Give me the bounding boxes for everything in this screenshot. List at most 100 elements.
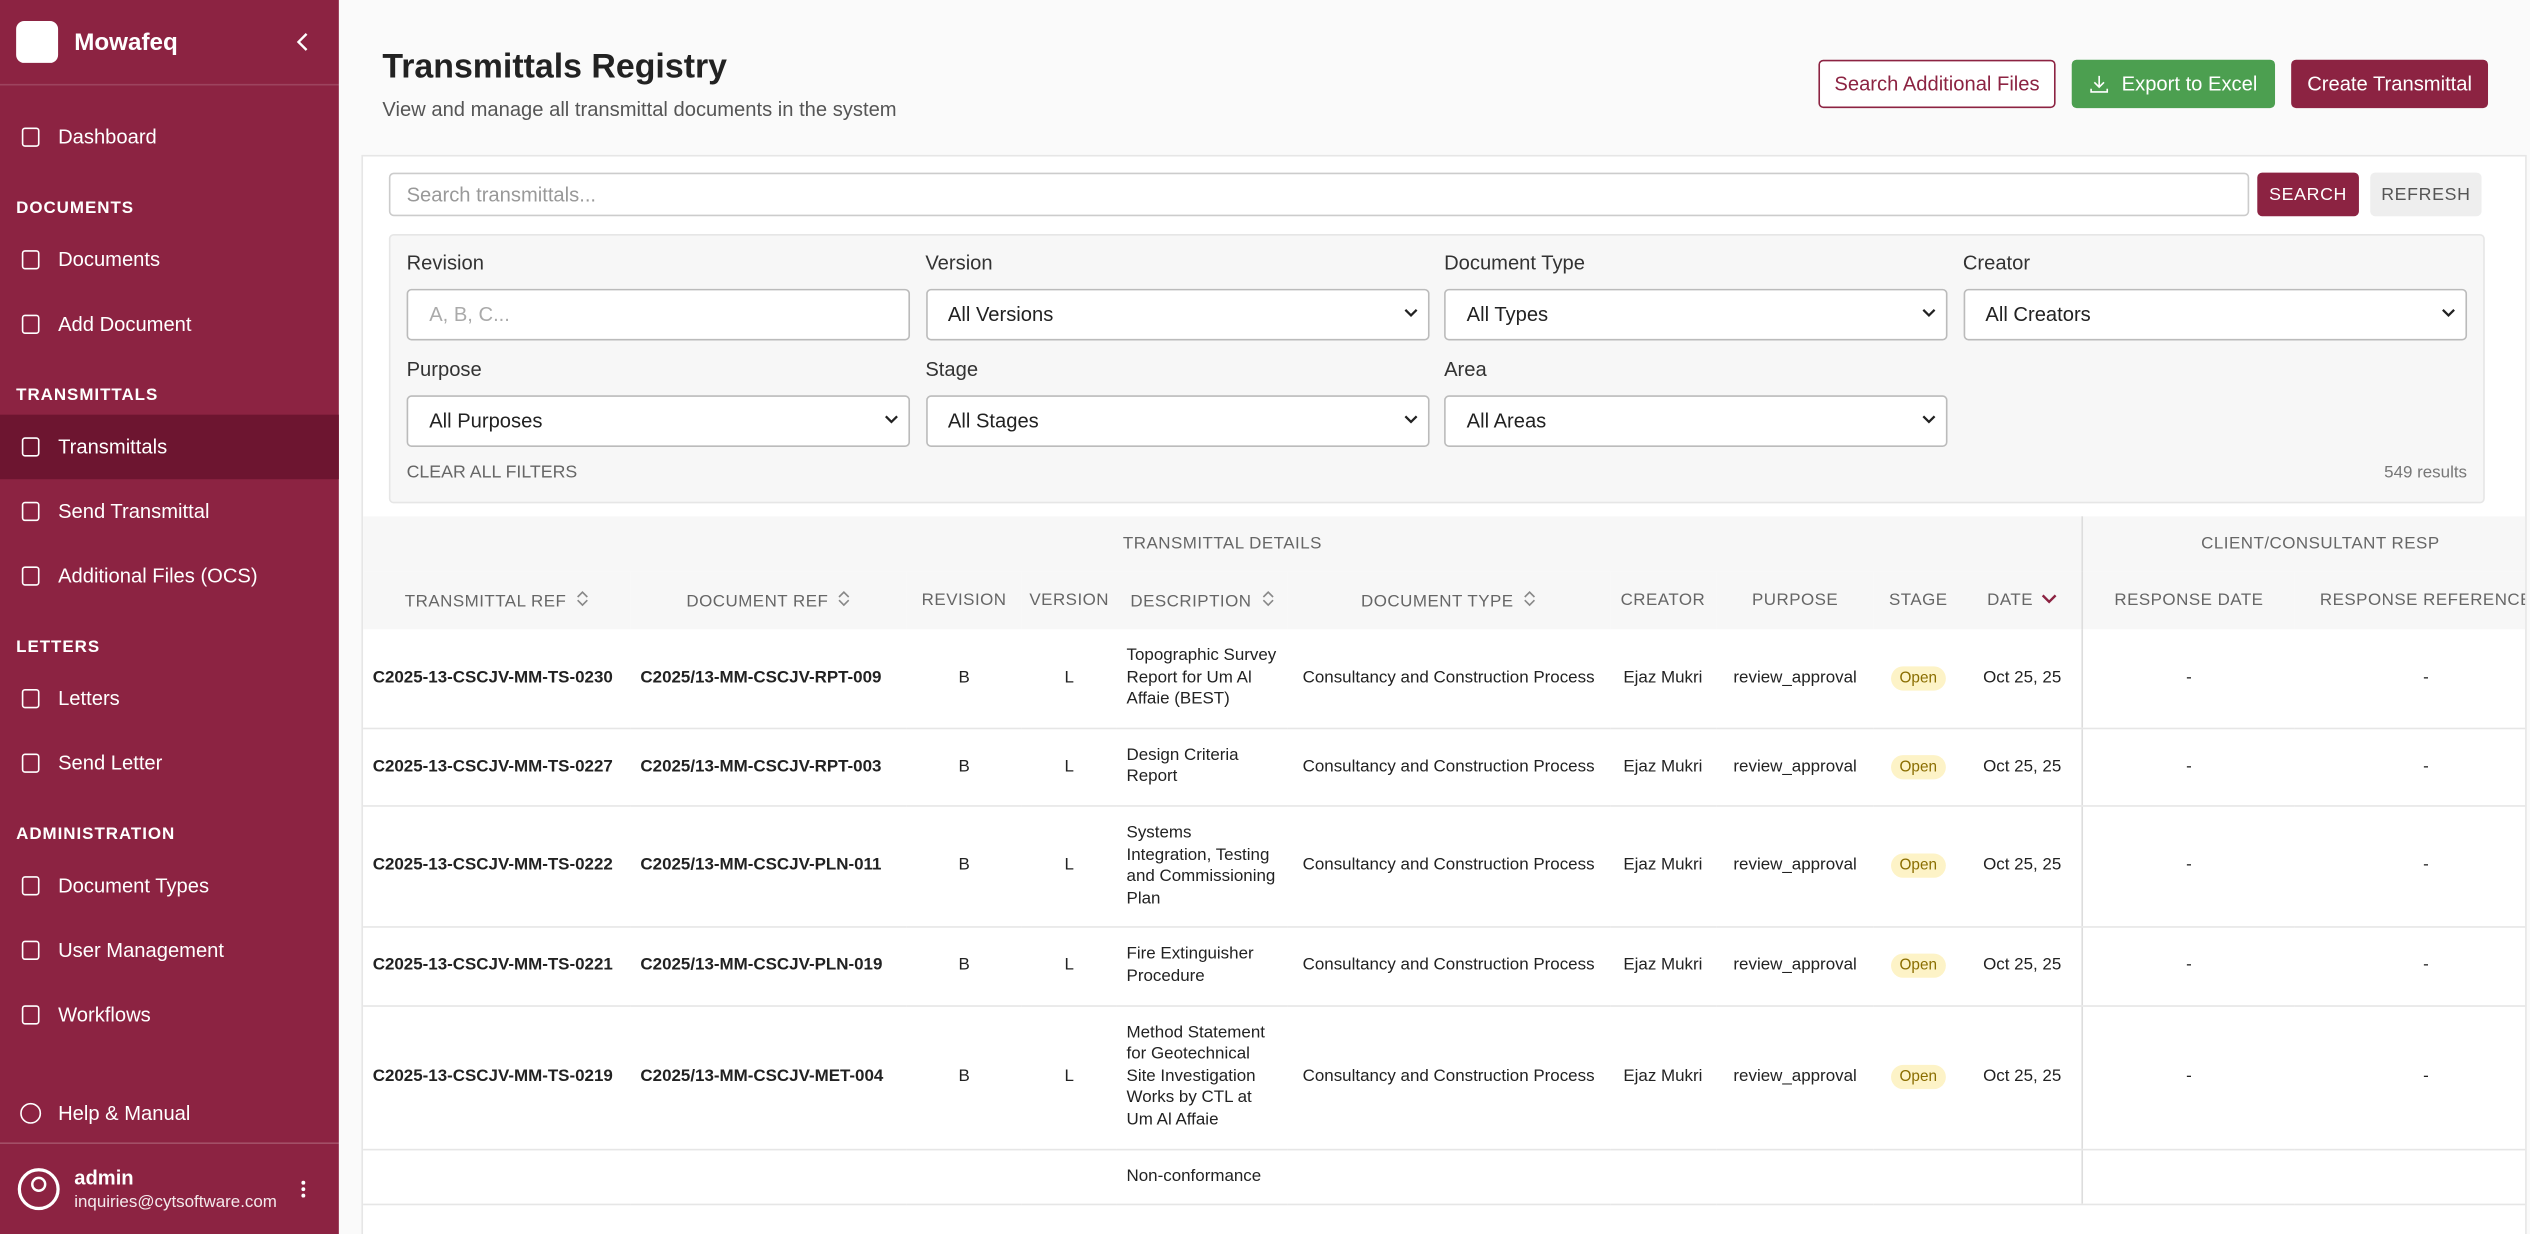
nav-text: Send Transmittal [58, 500, 210, 523]
nav-item[interactable]: Workflows [0, 983, 339, 1048]
clear-filters[interactable]: CLEAR ALL FILTERS [406, 463, 578, 483]
stage-badge: Open [1891, 1064, 1946, 1089]
column-header[interactable]: DOCUMENT TYPE [1287, 571, 1610, 630]
table-cell: L [1021, 1005, 1117, 1150]
nav-item[interactable]: Additional Files (OCS) [0, 544, 339, 609]
nav-icon [21, 437, 40, 457]
table-row[interactable]: C2025-13-CSCJV-MM-TS-0219 C2025/13-MM-CSC… [363, 1005, 2526, 1150]
table-cell [363, 1148, 631, 1206]
page-subtitle: View and manage all transmittal document… [382, 98, 897, 122]
nav-item[interactable]: Document Types [0, 854, 339, 919]
table-cell: Oct 25, 25 [1962, 629, 2083, 729]
column-header[interactable]: DOCUMENT REF [630, 571, 907, 630]
search-input[interactable]: Search transmittals... [388, 172, 2250, 217]
nav-item[interactable]: Dashboard [0, 105, 339, 170]
cell-text: Consultancy and Construction Process [1302, 1066, 1595, 1086]
table-cell: Fire Extinguisher Procedure [1116, 927, 1288, 1007]
table-cell [906, 1148, 1022, 1206]
nav-item[interactable]: Send Transmittal [0, 479, 339, 544]
table-cell: C2025-13-CSCJV-MM-TS-0230 [363, 629, 631, 729]
column-header[interactable]: DATE [1962, 571, 2083, 630]
cell-text: Consultancy and Construction Process [1302, 756, 1595, 776]
table-cell: Consultancy and Construction Process [1287, 629, 1610, 729]
column-header: REVISION [906, 571, 1022, 630]
user-box[interactable]: admin inquiries@cytsoftware.com [0, 1142, 339, 1234]
table-cell: - [2294, 805, 2526, 929]
group-header: TRANSMITTAL DETAILS [363, 516, 2083, 572]
select-arrow [2441, 308, 2455, 318]
column-header: STAGE [1873, 571, 1963, 630]
user-email: inquiries@cytsoftware.com [74, 1192, 277, 1212]
sidebar: Mowafeq Dashboard DOCUMENTS Documents Add D… [0, 0, 339, 1234]
column-header: VERSION [1021, 571, 1117, 630]
table-cell: L [1021, 927, 1117, 1007]
table-cell: Method Statement for Geotechnical Site I… [1116, 1005, 1288, 1150]
filter-input[interactable]: All Creators [1962, 288, 2467, 341]
select-arrow [1922, 308, 1936, 318]
table-row[interactable]: Non-conformance [363, 1148, 2526, 1206]
column-label: RESPONSE REFERENCE [2319, 590, 2527, 610]
menu-icon[interactable] [300, 1179, 306, 1198]
column-header: RESPONSE DATE [2081, 571, 2295, 630]
column-label: RESPONSE DATE [2114, 590, 2264, 610]
cell-text: Oct 25, 25 [1983, 855, 2062, 876]
export-text: Export to Excel [2121, 72, 2258, 96]
table-cell [1716, 1148, 1874, 1206]
filter-input[interactable]: All Areas [1444, 395, 1948, 447]
table-cell: L [1021, 629, 1117, 729]
export-button[interactable]: Export to Excel [2071, 59, 2276, 109]
filter-value: All Stages [947, 409, 1039, 433]
cell-text: review_approval [1733, 756, 1857, 776]
cell-text: - [2423, 855, 2429, 876]
nav-item[interactable]: Transmittals [0, 414, 339, 480]
nav-item[interactable]: User Management [0, 918, 339, 983]
help-link[interactable]: Help & Manual [19, 1081, 190, 1146]
table-row[interactable]: C2025-13-CSCJV-MM-TS-0222 C2025/13-MM-CSC… [363, 805, 2526, 929]
cell-text: - [2423, 1066, 2429, 1086]
cell-text: Topographic Survey Report for Um Al Affa… [1126, 645, 1277, 709]
nav-text: Workflows [58, 1003, 151, 1027]
filter-input[interactable]: All Versions [925, 288, 1429, 341]
cell-text: Ejaz Mukri [1623, 855, 1703, 876]
filter-label: Purpose [406, 358, 482, 381]
search-files-button[interactable]: Search Additional Files [1818, 59, 2056, 109]
cell-text: - [2423, 756, 2429, 776]
collapse-icon[interactable] [294, 32, 310, 51]
sort-icon [577, 590, 588, 606]
cell-text: - [2186, 955, 2192, 975]
table-row[interactable]: C2025-13-CSCJV-MM-TS-0221 C2025/13-MM-CSC… [363, 927, 2526, 1007]
nav-item[interactable]: Letters [0, 666, 339, 731]
filter-input[interactable]: All Stages [925, 395, 1429, 447]
column-header[interactable]: DESCRIPTION [1116, 571, 1288, 630]
table-cell: C2025-13-CSCJV-MM-TS-0222 [363, 805, 631, 929]
table-cell: Consultancy and Construction Process [1287, 728, 1610, 807]
filter-input[interactable]: All Purposes [406, 395, 911, 447]
table-cell: Design Criteria Report [1116, 728, 1288, 807]
group-header: CLIENT/CONSULTANT RESP [2081, 516, 2526, 572]
refresh-button[interactable]: REFRESH [2370, 172, 2482, 217]
cell-text: Method Statement for Geotechnical Site I… [1126, 1022, 1265, 1130]
column-header[interactable]: TRANSMITTAL REF [363, 571, 631, 630]
nav-item[interactable]: Send Letter [0, 731, 339, 796]
filter-label: Revision [406, 251, 484, 275]
table-row[interactable]: C2025-13-CSCJV-MM-TS-0230 C2025/13-MM-CSC… [363, 629, 2526, 729]
table-cell [2081, 1148, 2295, 1206]
nav-item[interactable]: Add Document [0, 292, 339, 357]
cell-text: - [2186, 855, 2192, 876]
table-cell: Consultancy and Construction Process [1287, 927, 1610, 1007]
filter-input[interactable]: A, B, C... [406, 288, 911, 341]
column-label: TRANSMITTAL REF [404, 591, 567, 611]
search-button[interactable]: SEARCH [2257, 172, 2359, 217]
table-cell: Oct 25, 25 [1962, 927, 2083, 1007]
nav-item[interactable]: Documents [0, 228, 339, 293]
create-button[interactable]: Create Transmittal [2291, 59, 2489, 109]
brand-name: Mowafeq [74, 28, 178, 56]
help-text: Help & Manual [58, 1102, 191, 1125]
table-row[interactable]: C2025-13-CSCJV-MM-TS-0227 C2025/13-MM-CSC… [363, 728, 2526, 807]
filter-input[interactable]: All Types [1444, 288, 1948, 341]
cell-text: B [958, 756, 970, 776]
column-label: DOCUMENT REF [686, 591, 829, 611]
section-label: DOCUMENTS [16, 198, 135, 218]
cell-text: B [958, 855, 970, 876]
filter-label: Document Type [1444, 251, 1585, 275]
